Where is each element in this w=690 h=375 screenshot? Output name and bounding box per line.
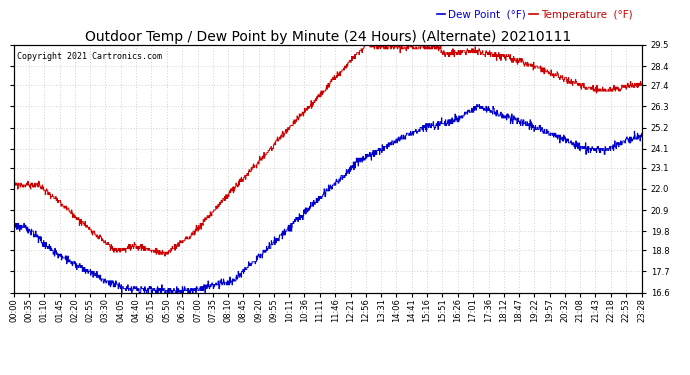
Text: Copyright 2021 Cartronics.com: Copyright 2021 Cartronics.com xyxy=(17,53,162,62)
Title: Outdoor Temp / Dew Point by Minute (24 Hours) (Alternate) 20210111: Outdoor Temp / Dew Point by Minute (24 H… xyxy=(85,30,571,44)
Legend: Dew Point  (°F), Temperature  (°F): Dew Point (°F), Temperature (°F) xyxy=(433,6,636,24)
